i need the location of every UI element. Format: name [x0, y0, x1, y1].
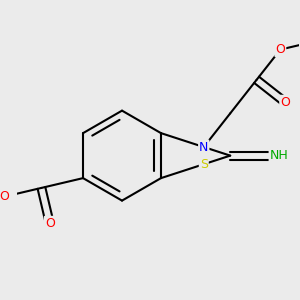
Text: O: O — [275, 43, 285, 56]
Text: O: O — [0, 190, 9, 203]
Text: O: O — [45, 217, 55, 230]
Text: N: N — [199, 140, 208, 154]
Text: NH: NH — [270, 149, 288, 162]
Text: O: O — [280, 96, 290, 109]
Text: S: S — [200, 158, 208, 171]
